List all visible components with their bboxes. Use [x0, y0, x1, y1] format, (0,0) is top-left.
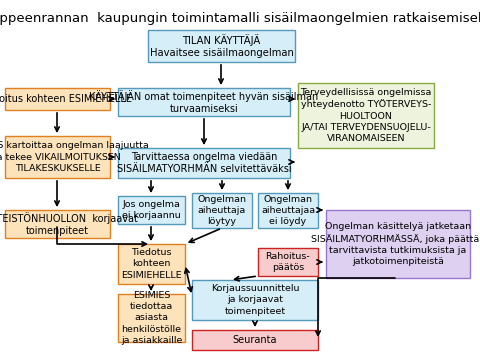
Bar — [258, 248, 318, 276]
Text: ESIMIES kartoittaa ongelman laajuutta
ja tekee VIKAILMOITUKSEN
TILAKESKUKSELLE: ESIMIES kartoittaa ongelman laajuutta ja… — [0, 141, 149, 172]
Text: Tiedotus
kohteen
ESIMIEHELLE: Tiedotus kohteen ESIMIEHELLE — [121, 248, 182, 280]
Bar — [118, 88, 290, 116]
Bar — [118, 244, 185, 284]
Text: Ongelman
aiheuttajaa
ei löydy: Ongelman aiheuttajaa ei löydy — [261, 195, 315, 226]
Bar — [258, 193, 318, 228]
Text: Rahoitus-
päätös: Rahoitus- päätös — [265, 252, 311, 272]
Bar — [5, 136, 110, 178]
Text: Korjaussuunnittelu
ja korjaavat
toimenpiteet: Korjaussuunnittelu ja korjaavat toimenpi… — [211, 284, 299, 316]
Text: Tarvittaessa ongelma viedään
SISÄILMATYOR̈HMÄN selvitettäväksi: Tarvittaessa ongelma viedään SISÄILMATYO… — [117, 152, 291, 174]
Bar — [298, 83, 434, 148]
Text: Jos ongelma
ei korjaannu: Jos ongelma ei korjaannu — [122, 200, 181, 220]
Bar — [192, 193, 252, 228]
Text: KÄYTTÄJÄN omat toimenpiteet hyvän sisäilman
turvaamiseksi: KÄYTTÄJÄN omat toimenpiteet hyvän sisäil… — [89, 90, 319, 114]
Bar — [118, 294, 185, 342]
Text: KIINTEISTÖNHUOLLON  korjaavat
toimenpiteet: KIINTEISTÖNHUOLLON korjaavat toimenpitee… — [0, 212, 138, 236]
Text: Lappeenrannan  kaupungin toimintamalli sisäilmaongelmien ratkaisemiseksi: Lappeenrannan kaupungin toimintamalli si… — [0, 12, 480, 25]
Text: Terveydellisissä ongelmissa
yhteydenotto TYÖTERVEYS-
HUOLTOON
JA/TAI TERVEYDENSU: Terveydellisissä ongelmissa yhteydenotto… — [300, 88, 432, 143]
Bar — [326, 210, 470, 278]
Text: Ilmoitus kohteen ESIMIEHELLE: Ilmoitus kohteen ESIMIEHELLE — [0, 94, 132, 104]
Bar — [5, 210, 110, 238]
Bar — [192, 280, 318, 320]
Bar — [5, 88, 110, 110]
Bar — [192, 330, 318, 350]
Bar — [118, 196, 185, 224]
Bar — [118, 148, 290, 178]
Text: Seuranta: Seuranta — [233, 335, 277, 345]
Text: Ongelman
aiheuttaja
löytyy: Ongelman aiheuttaja löytyy — [197, 195, 247, 226]
Text: ESIMIES
tiedottaa
asiasta
henkilöstölle
ja asiakkaille: ESIMIES tiedottaa asiasta henkilöstölle … — [121, 291, 182, 345]
Text: Ongelman käsittelyä jatketaan
SISÄILMATYOR̈HMÄSSÄ, joka päättää
tarvittavista tu: Ongelman käsittelyä jatketaan SISÄILMATY… — [311, 222, 480, 266]
Text: TILAN KÄYTTÄJÄ
Havaitsee sisäilmaongelman: TILAN KÄYTTÄJÄ Havaitsee sisäilmaongelma… — [150, 34, 293, 58]
Bar — [148, 30, 295, 62]
